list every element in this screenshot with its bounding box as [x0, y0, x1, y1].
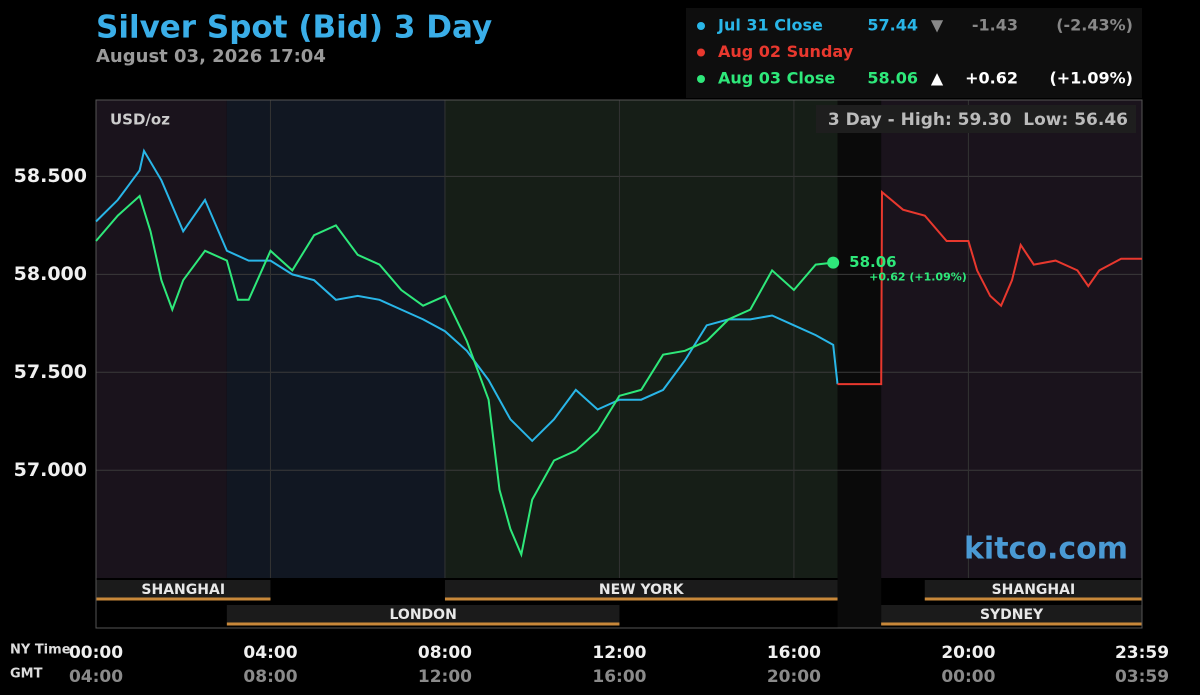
- legend-name: Aug 02 Sunday: [718, 42, 854, 61]
- legend-dot: [697, 48, 705, 57]
- x-tick-label: 16:00: [767, 643, 821, 663]
- x2-tick-label: 16:00: [592, 667, 646, 687]
- legend-name: Aug 03 Close: [718, 69, 835, 88]
- chart-title: Silver Spot (Bid) 3 Day: [96, 10, 492, 46]
- last-value-label: 58.06: [849, 253, 896, 271]
- session-background: [881, 100, 1142, 578]
- range-note-bg: [816, 105, 1136, 133]
- x-tick-label: 04:00: [243, 643, 297, 663]
- y-tick-label: 57.500: [14, 361, 87, 383]
- x-tick-label: 23:59: [1115, 643, 1169, 663]
- series-line: [837, 189, 1142, 386]
- legend-change: +0.62: [965, 69, 1018, 88]
- session-label: LONDON: [390, 607, 457, 623]
- legend-name: Jul 31 Close: [717, 16, 823, 35]
- series-line: [95, 194, 834, 558]
- session-bar: [444, 580, 838, 600]
- session-bar: [226, 605, 620, 625]
- session-label: NEW YORK: [599, 582, 685, 598]
- range-note: 3 Day - High: 59.30 Low: 56.46: [828, 110, 1128, 130]
- session-bar: [96, 580, 271, 600]
- x-axis-label: NY Time: [10, 643, 71, 658]
- x2-tick-label: 08:00: [243, 667, 297, 687]
- chart-subtitle: August 03, 2026 17:04: [96, 46, 326, 67]
- session-label: SYDNEY: [980, 607, 1044, 623]
- session-bar: [881, 605, 1142, 625]
- legend-dot: [697, 75, 705, 83]
- legend-pct: (+1.09%): [1049, 69, 1133, 88]
- x2-tick-label: 00:00: [941, 667, 995, 687]
- x-tick-label: 20:00: [941, 643, 995, 663]
- legend-close: 57.44: [867, 16, 918, 35]
- x2-tick-label: 20:00: [767, 667, 821, 687]
- legend-arrow: ▼: [931, 16, 944, 35]
- session-background: [226, 100, 445, 578]
- last-point: [827, 256, 840, 269]
- y-tick-label: 57.000: [14, 459, 87, 481]
- y-tick-label: 58.500: [14, 165, 87, 187]
- legend-pct: (-2.43%): [1056, 16, 1133, 35]
- x2-tick-label: 03:59: [1115, 667, 1169, 687]
- plot-frame: [95, 99, 1143, 629]
- legend-arrow: ▲: [931, 69, 944, 88]
- y-tick-label: 58.000: [14, 263, 87, 285]
- last-change-label: +0.62 (+1.09%): [869, 271, 967, 284]
- session-background: [837, 100, 882, 628]
- session-label: SHANGHAI: [141, 582, 225, 598]
- x-tick-label: 12:00: [592, 643, 646, 663]
- legend-panel: [686, 8, 1142, 98]
- session-background: [96, 100, 227, 578]
- x2-tick-label: 12:00: [418, 667, 472, 687]
- x-tick-label: 00:00: [69, 643, 123, 663]
- legend-change: -1.43: [972, 16, 1018, 35]
- session-background: [444, 100, 838, 578]
- legend-close: 58.06: [867, 69, 918, 88]
- session-label: SHANGHAI: [992, 582, 1076, 598]
- watermark: kitco.com: [964, 532, 1128, 567]
- x2-axis-label: GMT: [10, 667, 43, 682]
- x2-tick-label: 04:00: [69, 667, 123, 687]
- x-tick-label: 08:00: [418, 643, 472, 663]
- unit-label: USD/oz: [110, 111, 170, 129]
- legend-dot: [697, 22, 705, 30]
- session-bar: [924, 580, 1142, 600]
